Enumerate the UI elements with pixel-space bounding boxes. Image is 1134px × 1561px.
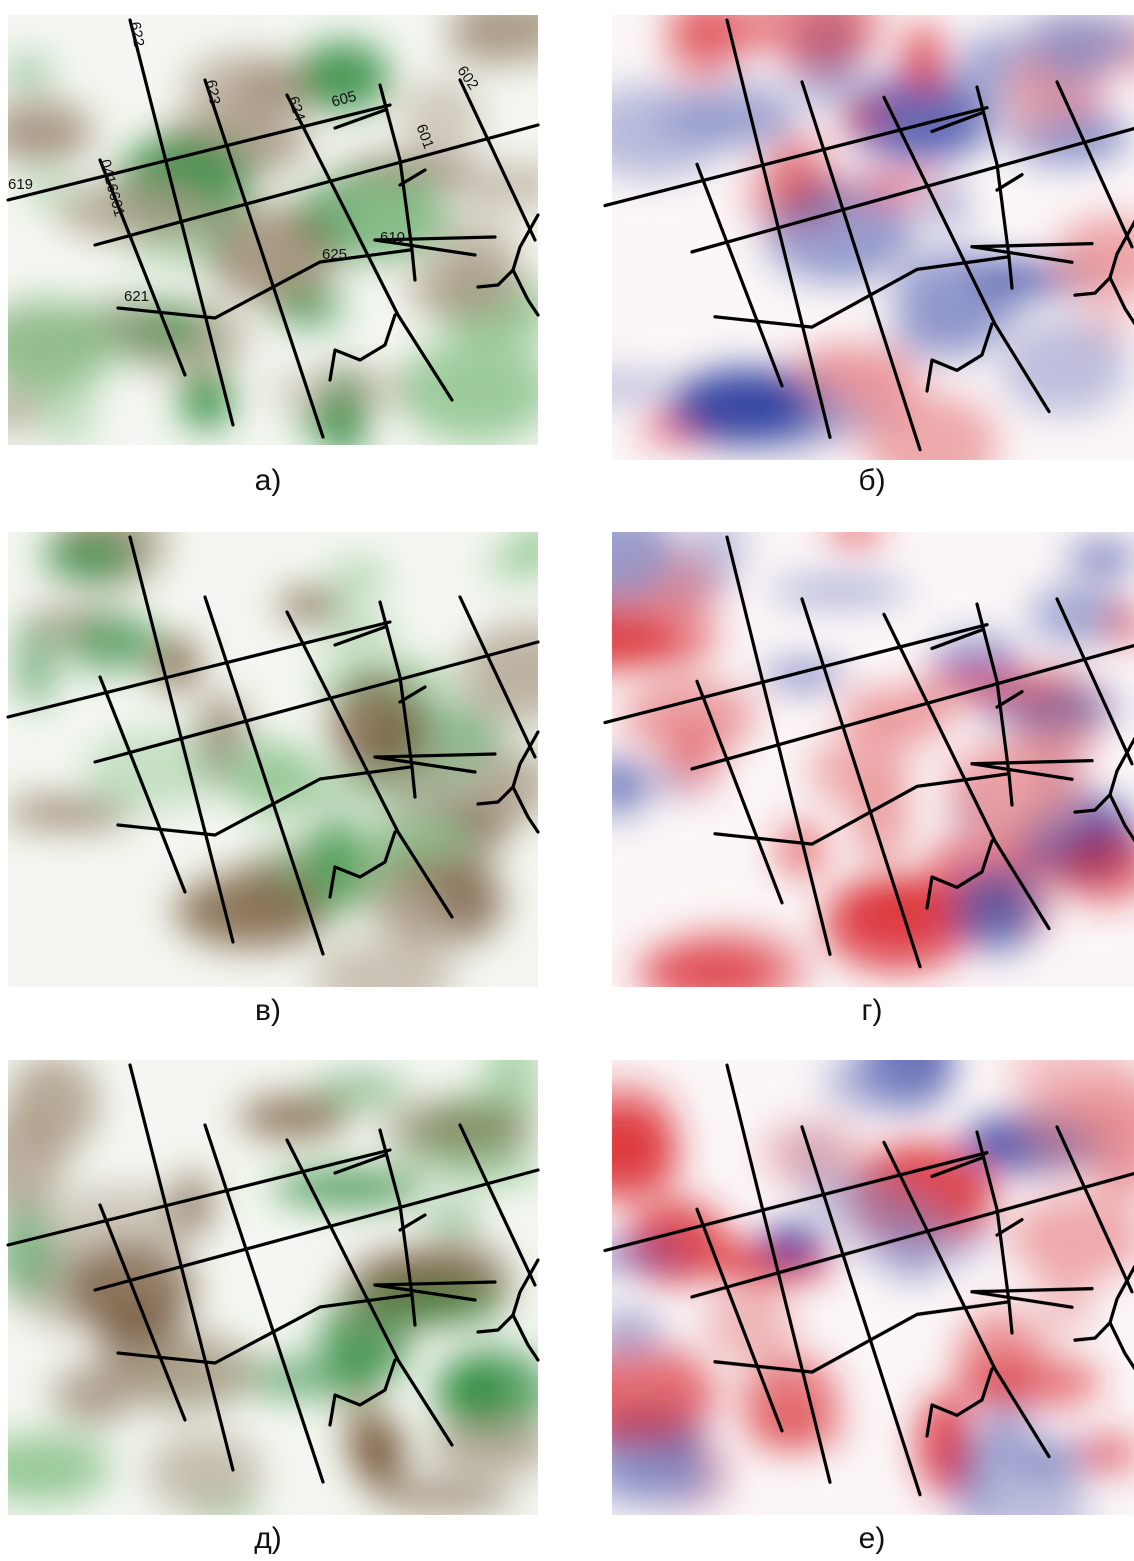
map-blob (84, 730, 224, 811)
map-blob (762, 663, 849, 688)
panel-label: д) (254, 1522, 282, 1555)
map-blob (588, 1459, 721, 1505)
figure: а)б)в)г)д)е)6196226236246056026010416601… (0, 0, 1134, 1561)
map-blob (952, 1434, 995, 1527)
line-label: 619 (8, 176, 33, 193)
panel-label: г) (862, 994, 883, 1027)
map-blob (599, 754, 639, 819)
map-blob (769, 578, 909, 604)
map-blob (328, 559, 389, 598)
map-panel: д) (0, 1031, 556, 1555)
map-blob (312, 939, 453, 1017)
map-blob (358, 821, 474, 858)
map-blob (951, 1355, 1102, 1410)
map-panel: б) (541, 0, 1134, 497)
map-blob (354, 1420, 406, 1487)
map-blob (593, 1309, 661, 1353)
map-blob (557, 1342, 717, 1445)
map-blob (297, 404, 360, 439)
map-field (4, 498, 590, 1017)
map-blob (238, 1358, 378, 1398)
map-blob (541, 373, 685, 401)
map-blob (306, 813, 365, 908)
map-blob (185, 54, 305, 120)
map-blob (14, 617, 57, 708)
map-blob (808, 735, 910, 806)
map-blob (3, 57, 53, 90)
map-blob (926, 186, 970, 224)
map-blob (823, 875, 973, 972)
map-blob (672, 368, 816, 446)
line-label: 610 (380, 229, 405, 246)
panel-label: б) (858, 464, 885, 497)
map-blob (268, 370, 418, 410)
map-blob (57, 182, 216, 240)
map-blob (840, 102, 887, 130)
map-blob (825, 1052, 921, 1112)
map-blob (554, 500, 677, 601)
map-blob (563, 1110, 679, 1200)
map-blob (866, 394, 998, 495)
map-blob (53, 1363, 131, 1429)
map-blob (66, 1243, 195, 1336)
map-blob (576, 85, 729, 179)
panel-label: е) (859, 1522, 886, 1555)
map-field (557, 1013, 1134, 1545)
map-blob (636, 939, 782, 1008)
map-blob (459, 1359, 499, 1425)
map-blob (4, 797, 134, 828)
map-field (0, 0, 582, 460)
map-blob (483, 551, 545, 578)
map-field (554, 500, 1134, 1009)
map-blob (427, 1202, 481, 1240)
panel-label: а) (255, 464, 282, 497)
map-panel: а) (0, 0, 582, 497)
map-blob (662, 725, 724, 791)
panel-label: в) (255, 994, 281, 1027)
map-panel: г) (554, 500, 1134, 1027)
map-blob (901, 23, 946, 96)
map-blob (577, 1244, 688, 1268)
map-field (541, 0, 1134, 495)
panels: а)б)в)г)д)е)6196226236246056026010416601… (0, 0, 1134, 1555)
map-blob (765, 131, 829, 206)
map-blob (427, 1424, 556, 1474)
map-blob (41, 529, 138, 583)
map-blob (66, 613, 160, 672)
map-blob (313, 1074, 408, 1106)
line-label: 621 (124, 288, 149, 305)
map-blob (688, 514, 746, 579)
map-blob (776, 822, 827, 879)
map-blob (828, 517, 883, 548)
line-label: 625 (322, 246, 347, 263)
map-blob (741, 1353, 839, 1450)
map-panel: е) (557, 1013, 1134, 1555)
map-blob (946, 742, 1083, 835)
map-panel: в) (4, 498, 590, 1027)
map-blob (891, 302, 995, 361)
map-blob (1007, 50, 1055, 132)
map-blob (437, 218, 519, 292)
map-blob (370, 1482, 515, 1510)
map-blob (147, 1432, 263, 1513)
map-field (0, 1031, 556, 1522)
